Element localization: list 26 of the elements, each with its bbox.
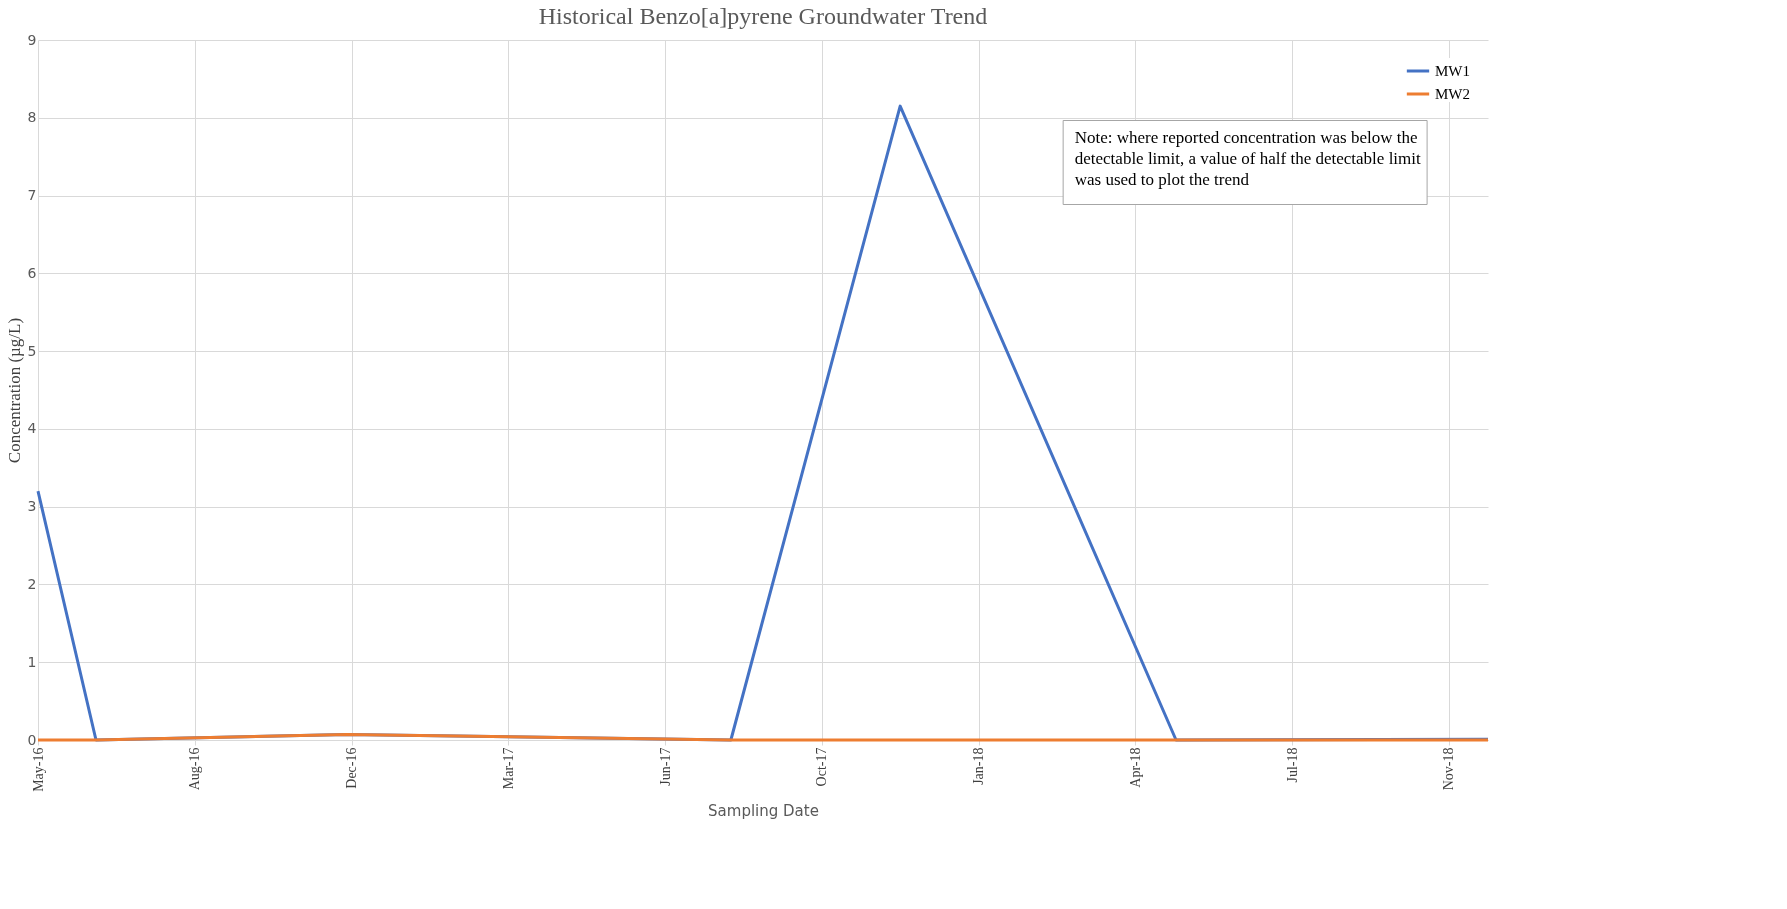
x-tick-label: Nov-18 [1441, 747, 1457, 791]
y-tick-label: 0 [27, 731, 37, 748]
x-tick-label: Jun-17 [657, 747, 673, 786]
y-tick-label: 9 [27, 31, 37, 48]
chart-title: Historical Benzo[a]pyrene Groundwater Trend [538, 3, 988, 29]
x-tick-label: Mar-17 [500, 747, 516, 790]
annotation: Note: where reported concentration was below the detectable limit, a value of half the detectable limit was used to plot the trend [1074, 127, 1422, 189]
y-tick-label: 8 [27, 109, 37, 126]
x-tick-label: Jul-18 [1284, 747, 1300, 783]
legend-label: MW1 [1435, 63, 1470, 79]
x-tick-label: Dec-16 [344, 747, 360, 789]
x-tick-label: Jan-18 [971, 747, 987, 785]
x-tick-label: Apr-18 [1127, 747, 1143, 788]
y-tick-label: 7 [27, 187, 37, 204]
y-tick-label: 6 [27, 264, 37, 281]
y-tick-label: 2 [27, 575, 37, 592]
y-tick-label: 3 [27, 498, 37, 515]
y-axis-title: Concentration (µg/L) [4, 317, 24, 464]
x-tick-label: Oct-17 [814, 747, 830, 787]
y-tick-label: 1 [27, 653, 37, 670]
legend-label: MW2 [1435, 86, 1470, 102]
x-tick-label: May-16 [30, 747, 46, 792]
x-tick-label: Aug-16 [187, 747, 203, 791]
x-axis-title: Sampling Date [708, 801, 819, 820]
y-tick-label: 5 [27, 342, 37, 359]
y-tick-label: 4 [27, 420, 37, 437]
